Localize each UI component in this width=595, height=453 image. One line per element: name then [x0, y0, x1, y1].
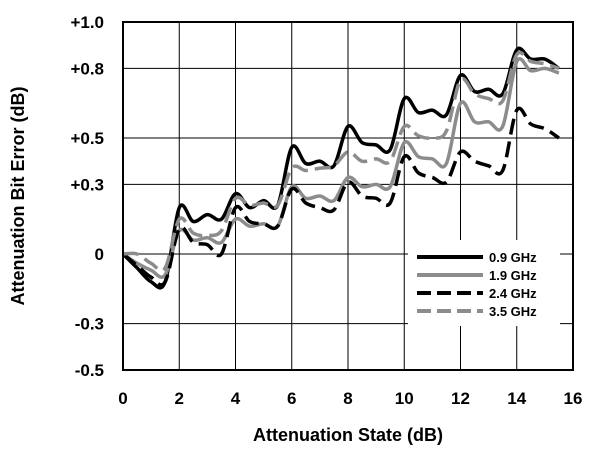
series-line-0-9-ghz [121, 46, 560, 290]
legend-label-1-9-ghz: 1.9 GHz [489, 268, 537, 283]
plot-frame [122, 21, 574, 371]
y-tick-label: 0 [95, 245, 104, 264]
legend: 0.9 GHz 1.9 GHz 2.4 GHz 3.5 GHz [408, 240, 560, 326]
y-tick-label: +0.5 [70, 129, 104, 148]
grid [123, 22, 573, 370]
legend-label-3-5-ghz: 3.5 GHz [489, 304, 537, 319]
series-line-2-4-ghz [121, 106, 560, 287]
legend-background [408, 240, 560, 326]
x-tick-label: 8 [343, 389, 352, 408]
x-tick-label: 14 [507, 389, 526, 408]
y-tick-label: +0.3 [70, 175, 104, 194]
y-tick-label: +1.0 [70, 13, 104, 32]
series-line-3-5-ghz [122, 50, 560, 273]
series-lines [121, 46, 560, 290]
series-line-1-9-ghz [122, 57, 560, 279]
legend-label-0-9-ghz: 0.9 GHz [489, 250, 537, 265]
y-axis-label: Attenuation Bit Error (dB) [8, 87, 28, 306]
x-tick-label: 2 [175, 389, 184, 408]
x-tick-label: 10 [395, 389, 414, 408]
x-tick-label: 0 [118, 389, 127, 408]
y-tick-label: -0.5 [75, 361, 104, 380]
x-tick-labels: 0 2 4 6 8 10 12 14 16 [118, 389, 582, 408]
legend-label-2-4-ghz: 2.4 GHz [489, 286, 537, 301]
x-tick-label: 12 [451, 389, 470, 408]
x-tick-label: 4 [231, 389, 241, 408]
y-tick-label: +0.8 [70, 59, 104, 78]
x-axis-label: Attenuation State (dB) [253, 425, 443, 445]
x-tick-label: 16 [564, 389, 583, 408]
y-tick-label: -0.3 [75, 315, 104, 334]
x-tick-label: 6 [287, 389, 296, 408]
y-tick-labels: +1.0 +0.8 +0.5 +0.3 0 -0.3 -0.5 [70, 13, 104, 380]
